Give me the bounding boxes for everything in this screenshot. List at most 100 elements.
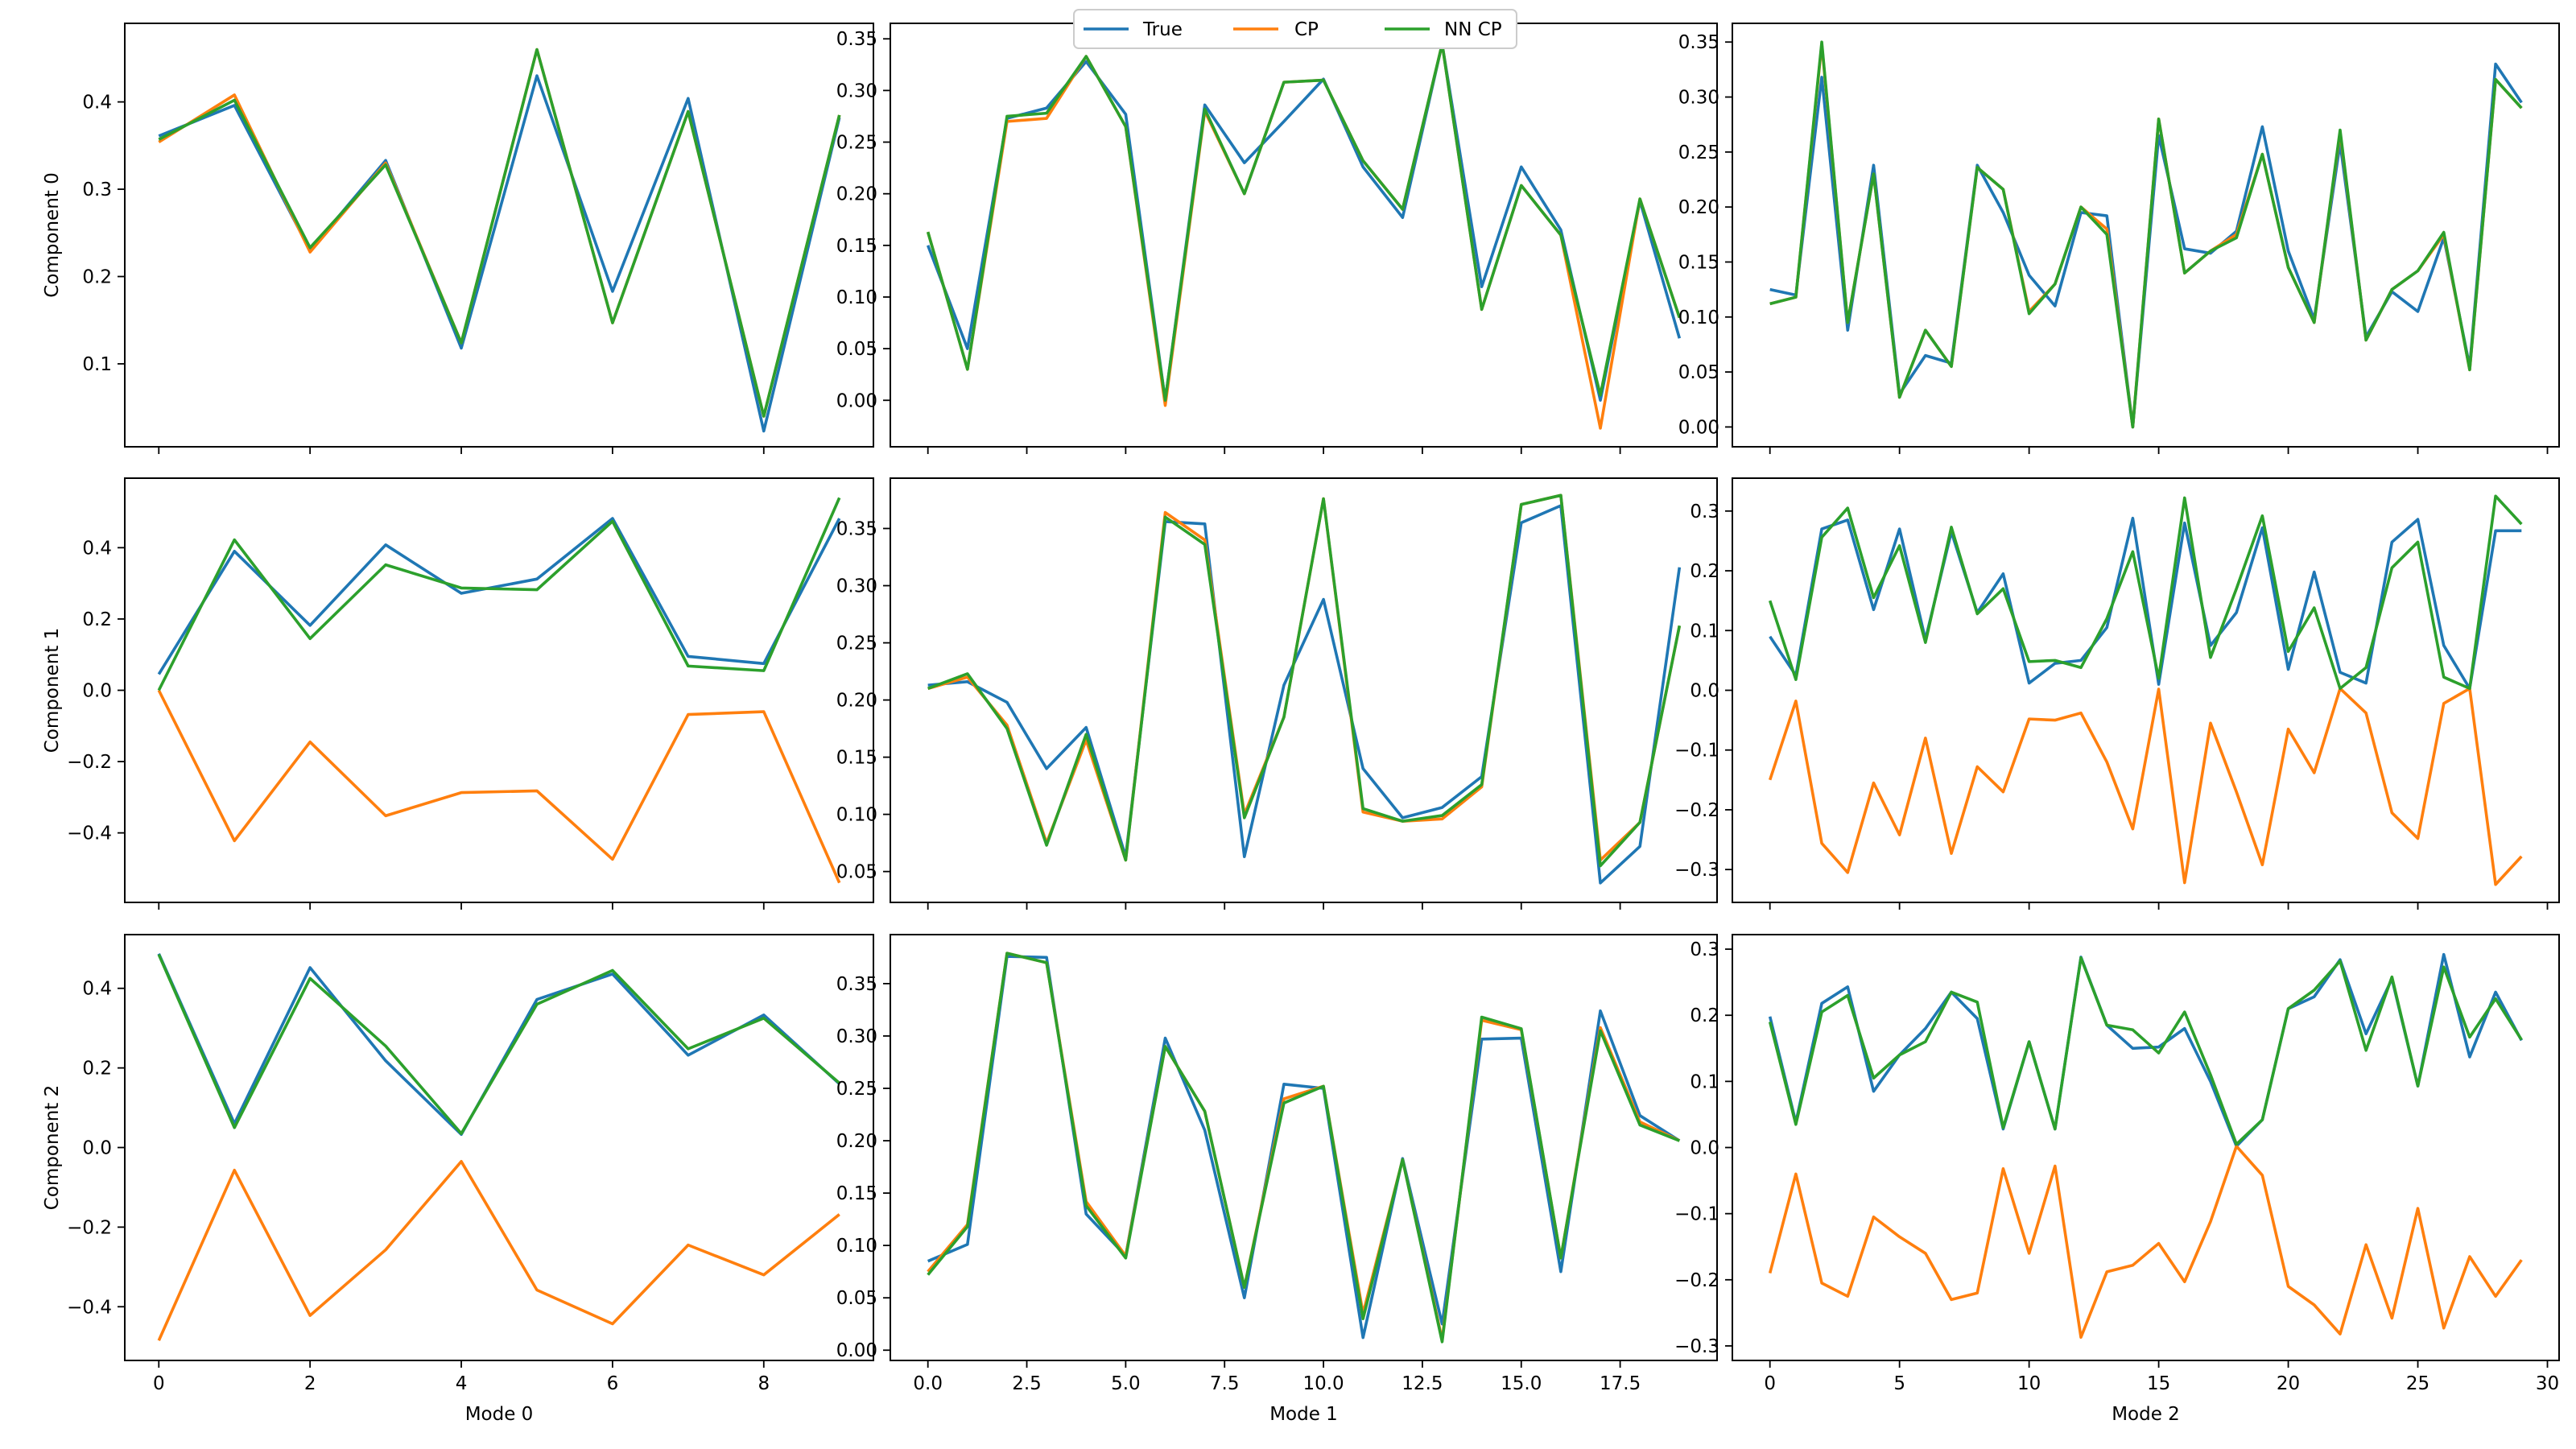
y-tick-label: 0.20 xyxy=(836,691,877,712)
y-tick-label: −0.4 xyxy=(67,1297,112,1318)
y-tick-label: −0.1 xyxy=(1674,741,1719,762)
x-tick-label: 0 xyxy=(153,1373,165,1394)
y-tick-label: 0.15 xyxy=(1678,252,1719,273)
legend: True CP NN CP xyxy=(1073,9,1517,49)
y-tick-label: 0.35 xyxy=(836,974,877,995)
y-tick-label: 0.15 xyxy=(836,1183,877,1204)
y-tick-label: 0.35 xyxy=(1678,32,1719,53)
x-axis-label: Mode 2 xyxy=(2112,1404,2180,1425)
y-tick-label: 0.0 xyxy=(1690,681,1719,702)
y-tick-label: 0.3 xyxy=(1690,939,1719,960)
y-tick-label: 0.35 xyxy=(836,29,877,50)
series-line-nn-cp xyxy=(157,497,841,691)
x-axis-label: Mode 0 xyxy=(465,1404,534,1425)
y-tick-label: 0.30 xyxy=(836,1026,877,1047)
y-tick-label: 0.1 xyxy=(1690,621,1719,642)
y-tick-label: 0.00 xyxy=(836,390,877,411)
series-line-nn-cp xyxy=(926,42,1682,402)
y-tick-label: 0.10 xyxy=(1678,308,1719,328)
y-tick-label: 0.0 xyxy=(82,1138,112,1159)
x-tick-label: 17.5 xyxy=(1600,1373,1641,1394)
plot-frame xyxy=(1732,23,2560,448)
y-tick-label: 0.15 xyxy=(836,748,877,769)
y-tick-label: −0.3 xyxy=(1674,860,1719,881)
x-tick-label: 15.0 xyxy=(1501,1373,1542,1394)
y-tick-label: 0.10 xyxy=(836,805,877,826)
y-tick-label: 0.1 xyxy=(1690,1071,1719,1092)
subplot-r2-c1: 0.0 2.5 5.0 7.5 10.0 12.5 15.0 17.50.000.050.10… xyxy=(836,934,1718,1425)
series-line-nn-cp xyxy=(157,953,840,1135)
plot-frame xyxy=(890,477,1718,903)
x-tick-label: 12.5 xyxy=(1402,1373,1443,1394)
y-tick-label: 0.2 xyxy=(82,1059,112,1080)
y-tick-label: 0.10 xyxy=(836,1236,877,1257)
y-tick-label: 0.20 xyxy=(836,1131,877,1152)
x-tick-label: 2.5 xyxy=(1012,1373,1042,1394)
series-line-nn-cp xyxy=(1769,40,2523,429)
y-tick-label: 0.05 xyxy=(1678,362,1719,383)
x-tick-label: 2 xyxy=(304,1373,316,1394)
x-tick-label: 5 xyxy=(1893,1373,1905,1394)
series-line-nn-cp xyxy=(1768,494,2523,691)
series-line-cp xyxy=(1768,687,2523,886)
y-tick-label: 0.10 xyxy=(836,287,877,308)
y-tick-label: 0.4 xyxy=(82,538,112,559)
y-tick-label: −0.1 xyxy=(1674,1204,1719,1225)
x-tick-label: 7.5 xyxy=(1210,1373,1240,1394)
plot-frame xyxy=(890,934,1718,1361)
x-tick-label: 30 xyxy=(2536,1373,2559,1394)
y-tick-label: 0.2 xyxy=(1690,561,1719,582)
subplot-r0-c1: 0.00 0.05 0.10 0.15 0.20 0.25 0.30 0.35 xyxy=(836,23,1718,454)
subplot-r2-c0: 0 2 4 6 8 −0.4 −0.2 0.0 0.2 0.4 Mode 0 Component 2 xyxy=(42,934,874,1425)
subplot-r0-c2: 0.00 0.05 0.10 0.15 0.20 0.25 0.30 0.35 xyxy=(1678,23,2560,454)
x-tick-label: 8 xyxy=(758,1373,770,1394)
x-tick-label: 0 xyxy=(1764,1373,1776,1394)
x-tick-label: 10.0 xyxy=(1302,1373,1344,1394)
y-tick-label: 0.0 xyxy=(82,681,112,702)
series-line-true xyxy=(926,42,1682,402)
y-tick-label: 0.25 xyxy=(836,133,877,154)
x-tick-label: 6 xyxy=(607,1373,619,1394)
series-line-nn-cp xyxy=(927,952,1680,1344)
y-tick-label: −0.2 xyxy=(67,1217,112,1238)
y-tick-label: 0.30 xyxy=(836,576,877,597)
y-axis-label: Component 1 xyxy=(42,628,63,753)
y-tick-label: 0.25 xyxy=(1678,142,1719,163)
series-line-true xyxy=(927,504,1682,885)
y-axis-label: Component 0 xyxy=(42,172,63,297)
x-tick-label: 5.0 xyxy=(1111,1373,1141,1394)
legend-frame xyxy=(1073,9,1517,49)
series-line-nn-cp xyxy=(1768,956,2523,1146)
y-tick-label: −0.3 xyxy=(1674,1336,1719,1357)
y-tick-label: 0.3 xyxy=(1690,502,1719,522)
subplot-r0-c0: 0.1 0.2 0.3 0.4 Component 0 xyxy=(42,23,874,454)
legend-label-nn-cp: NN CP xyxy=(1444,19,1502,40)
series-line-true xyxy=(1769,516,2522,691)
y-tick-label: 0.2 xyxy=(82,267,112,288)
x-tick-label: 10 xyxy=(2017,1373,2041,1394)
y-tick-label: 0.25 xyxy=(836,634,877,654)
x-tick-label: 0.0 xyxy=(913,1373,943,1394)
plot-frame xyxy=(124,23,874,448)
y-tick-label: 0.0 xyxy=(1690,1138,1719,1159)
series-line-cp xyxy=(1768,1145,2523,1340)
y-tick-label: −0.2 xyxy=(1674,800,1719,821)
y-tick-label: 0.20 xyxy=(836,184,877,205)
y-tick-label: 0.00 xyxy=(1678,417,1719,438)
y-tick-label: 0.05 xyxy=(836,862,877,883)
x-tick-label: 25 xyxy=(2406,1373,2429,1394)
legend-label-cp: CP xyxy=(1294,19,1319,40)
series-line-cp xyxy=(157,1160,840,1342)
subplot-r1-c0: −0.4 −0.2 0.0 0.2 0.4 Component 1 xyxy=(42,477,874,910)
y-axis-label: Component 2 xyxy=(42,1085,63,1210)
y-tick-label: 0.30 xyxy=(836,80,877,101)
x-tick-label: 15 xyxy=(2147,1373,2170,1394)
x-axis-label: Mode 1 xyxy=(1269,1404,1338,1425)
y-tick-label: 0.20 xyxy=(1678,197,1719,218)
y-tick-label: 0.30 xyxy=(1678,88,1719,109)
y-tick-label: 0.15 xyxy=(836,236,877,257)
y-tick-label: −0.4 xyxy=(67,824,112,844)
y-tick-label: 0.00 xyxy=(836,1340,877,1361)
x-tick-label: 4 xyxy=(456,1373,468,1394)
